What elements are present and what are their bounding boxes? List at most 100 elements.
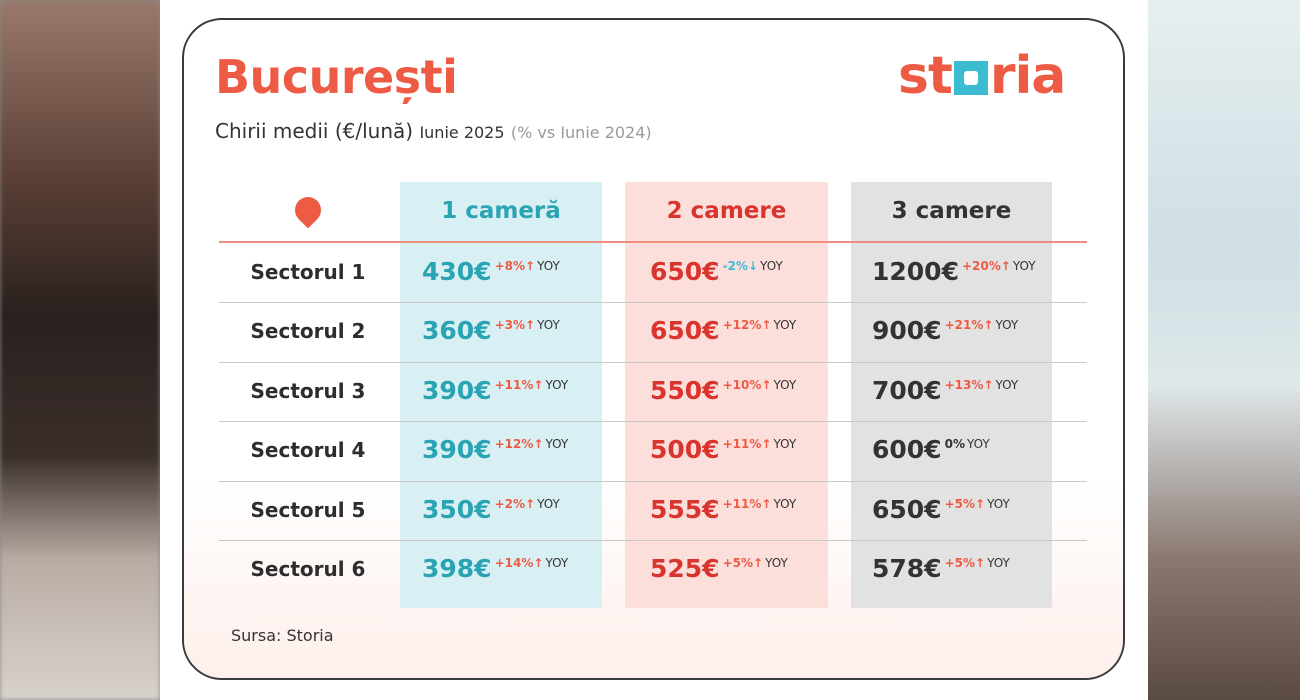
yoy-change: +20%↑ [961, 259, 1011, 273]
row-divider [219, 481, 1087, 482]
subtitle-main: Chirii medii (€/lună) [215, 119, 414, 143]
yoy-change: +11%↑ [722, 497, 772, 511]
price-value: 525€ [650, 554, 720, 583]
price-cell: 500€ +11%↑ YOY [650, 435, 796, 464]
yoy-change: +13%↑ [944, 378, 994, 392]
price-value: 390€ [422, 376, 492, 405]
yoy-label: YOY [773, 378, 797, 392]
price-cell: 600€ 0% YOY [872, 435, 990, 464]
price-value: 650€ [650, 316, 720, 345]
table-row: Sectorul 1 430€ +8%↑ YOY 650€ -2%↓ YOY 1200€… [0, 243, 1300, 302]
column-2-camere [625, 182, 828, 608]
subtitle: Chirii medii (€/lună) Iunie 2025 (% vs I… [215, 119, 652, 143]
price-cell: 390€ +12%↑ YOY [422, 435, 568, 464]
price-cell: 550€ +10%↑ YOY [650, 376, 796, 405]
sector-label: Sectorul 2 [250, 319, 366, 343]
table-row: Sectorul 3 390€ +11%↑ YOY 550€ +10%↑ YOY 700… [0, 362, 1300, 421]
column-header-2: 2 camere [666, 198, 787, 224]
row-divider [219, 540, 1087, 541]
yoy-change: +5%↑ [944, 556, 986, 570]
page-title: București [215, 50, 458, 104]
yoy-label: YOY [537, 259, 560, 273]
sector-label: Sectorul 1 [250, 260, 366, 284]
yoy-label: YOY [773, 437, 797, 451]
column-1-camera [400, 182, 602, 608]
row-divider [219, 302, 1087, 303]
price-value: 550€ [650, 376, 720, 405]
column-header-1: 1 cameră [441, 198, 561, 224]
table-row: Sectorul 5 350€ +2%↑ YOY 555€ +11%↑ YOY 650€… [0, 481, 1300, 540]
row-divider [219, 362, 1087, 363]
sector-label: Sectorul 5 [250, 498, 366, 522]
yoy-change: +11%↑ [722, 437, 772, 451]
price-cell: 390€ +11%↑ YOY [422, 376, 568, 405]
price-cell: 650€ +12%↑ YOY [650, 316, 796, 345]
yoy-label: YOY [773, 497, 797, 511]
yoy-label: YOY [537, 497, 560, 511]
yoy-label: YOY [987, 497, 1010, 511]
price-cell: 650€ +5%↑ YOY [872, 495, 1010, 524]
yoy-label: YOY [995, 318, 1019, 332]
yoy-change: +12%↑ [494, 437, 544, 451]
column-3-camere [851, 182, 1052, 608]
yoy-change: +11%↑ [494, 378, 544, 392]
yoy-change: +5%↑ [944, 497, 986, 511]
price-value: 650€ [650, 257, 720, 286]
sector-label: Sectorul 4 [250, 438, 366, 462]
price-cell: 650€ -2%↓ YOY [650, 257, 783, 286]
yoy-change: +3%↑ [494, 318, 536, 332]
yoy-label: YOY [545, 556, 569, 570]
price-value: 350€ [422, 495, 492, 524]
table-row: Sectorul 6 398€ +14%↑ YOY 525€ +5%↑ YOY 578€… [0, 540, 1300, 599]
yoy-change: +2%↑ [494, 497, 536, 511]
column-header-3: 3 camere [891, 198, 1012, 224]
header-divider [219, 241, 1087, 243]
yoy-label: YOY [773, 318, 797, 332]
yoy-change: 0% [944, 437, 965, 451]
price-value: 700€ [872, 376, 942, 405]
price-value: 600€ [872, 435, 942, 464]
price-cell: 525€ +5%↑ YOY [650, 554, 788, 583]
price-value: 398€ [422, 554, 492, 583]
yoy-change: +12%↑ [722, 318, 772, 332]
price-cell: 1200€ +20%↑ YOY [872, 257, 1036, 286]
yoy-change: -2%↓ [722, 259, 759, 273]
price-cell: 398€ +14%↑ YOY [422, 554, 568, 583]
price-cell: 350€ +2%↑ YOY [422, 495, 560, 524]
subtitle-comparison: (% vs Iunie 2024) [510, 123, 652, 142]
blurred-background-left [0, 0, 160, 700]
price-value: 430€ [422, 257, 492, 286]
yoy-label: YOY [537, 318, 560, 332]
row-divider [219, 421, 1087, 422]
yoy-change: +10%↑ [722, 378, 772, 392]
yoy-label: YOY [765, 556, 788, 570]
price-cell: 430€ +8%↑ YOY [422, 257, 560, 286]
yoy-change: +8%↑ [494, 259, 536, 273]
blurred-background-right [1148, 0, 1300, 700]
table-row: Sectorul 4 390€ +12%↑ YOY 500€ +11%↑ YOY 600… [0, 421, 1300, 480]
storia-logo: st ria [898, 46, 1066, 106]
yoy-label: YOY [987, 556, 1010, 570]
price-value: 555€ [650, 495, 720, 524]
price-value: 500€ [650, 435, 720, 464]
price-cell: 578€ +5%↑ YOY [872, 554, 1010, 583]
yoy-change: +5%↑ [722, 556, 764, 570]
price-value: 650€ [872, 495, 942, 524]
source-note: Sursa: Storia [231, 626, 334, 645]
yoy-change: +14%↑ [494, 556, 544, 570]
yoy-change: +21%↑ [944, 318, 994, 332]
yoy-label: YOY [966, 437, 990, 451]
price-cell: 700€ +13%↑ YOY [872, 376, 1018, 405]
yoy-label: YOY [545, 378, 569, 392]
price-cell: 900€ +21%↑ YOY [872, 316, 1018, 345]
sector-label: Sectorul 3 [250, 379, 366, 403]
yoy-label: YOY [1012, 259, 1036, 273]
yoy-label: YOY [545, 437, 569, 451]
price-cell: 360€ +3%↑ YOY [422, 316, 560, 345]
subtitle-date: Iunie 2025 [419, 123, 505, 142]
yoy-label: YOY [760, 259, 783, 273]
price-value: 360€ [422, 316, 492, 345]
table-row: Sectorul 2 360€ +3%↑ YOY 650€ +12%↑ YOY 900€… [0, 302, 1300, 361]
price-value: 1200€ [872, 257, 959, 286]
sector-label: Sectorul 6 [250, 557, 366, 581]
